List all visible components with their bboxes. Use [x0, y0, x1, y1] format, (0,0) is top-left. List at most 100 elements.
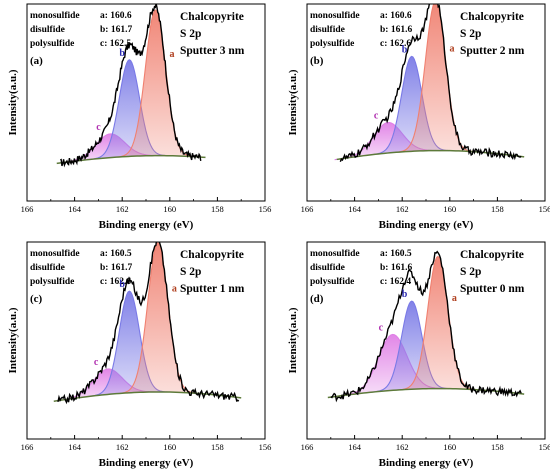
- legend-monosulfide: monosulfide: [310, 11, 360, 21]
- x-tick-label-164: 164: [68, 204, 82, 214]
- peak-line-a: [399, 255, 477, 391]
- x-tick-label-156: 156: [259, 204, 272, 214]
- peak-fill-a: [119, 242, 196, 394]
- info-line-1: Chalcopyrite: [460, 11, 524, 23]
- panel-2: 166 164 162 160 158 156 Binding energy (eV) Int…: [287, 3, 550, 231]
- legend-value-c: c: 162.6: [380, 39, 411, 49]
- x-tick-label-162: 162: [116, 442, 129, 452]
- y-axis-title: Intensity(a.u.): [287, 69, 299, 135]
- peak-fill-b: [373, 56, 450, 155]
- legend-polysulfide: polysulfide: [310, 277, 354, 287]
- peak-label-c: c: [379, 322, 384, 333]
- peak-line-a: [119, 242, 197, 394]
- legend-value-a: a: 160.5: [100, 249, 132, 259]
- x-tick-label-164: 164: [348, 204, 362, 214]
- peak-label-b: b: [402, 289, 408, 300]
- x-tick-label-160: 160: [163, 204, 176, 214]
- legend-value-a: a: 160.5: [380, 249, 412, 259]
- peak-label-b: b: [119, 48, 125, 59]
- x-tick-label-164: 164: [348, 442, 362, 452]
- y-axis-title: Intensity(a.u.): [7, 307, 19, 373]
- peak-label-c: c: [374, 111, 379, 122]
- x-tick-label-162: 162: [396, 204, 409, 214]
- legend-value-c: c: 162.4: [380, 277, 411, 287]
- legend-disulfide: disulfide: [310, 25, 345, 35]
- peak-label-a: a: [450, 43, 455, 54]
- x-tick-label-166: 166: [301, 442, 314, 452]
- peak-label-c: c: [94, 357, 99, 368]
- info-line-2: S 2p: [460, 28, 481, 40]
- legend-value-c: c: 162.5: [100, 39, 131, 49]
- x-tick-label-156: 156: [259, 442, 272, 452]
- x-tick-label-156: 156: [539, 442, 550, 452]
- info-line-3: Sputter 3 nm: [180, 45, 245, 57]
- info-line-1: Chalcopyrite: [180, 249, 244, 261]
- peak-fill-a: [399, 256, 476, 390]
- legend-polysulfide: polysulfide: [30, 277, 74, 287]
- peak-fill-b: [91, 291, 168, 397]
- x-axis-title: Binding energy (eV): [379, 219, 474, 231]
- legend-value-a: a: 160.6: [380, 11, 412, 21]
- info-line-3: Sputter 2 nm: [460, 45, 525, 57]
- x-tick-label-166: 166: [21, 442, 34, 452]
- experimental-spectrum: [330, 250, 522, 403]
- panel-1: 166 164 162 160 158 156 Binding energy (eV) Int…: [7, 3, 272, 231]
- x-axis-title: Binding energy (eV): [99, 219, 194, 231]
- legend-monosulfide: monosulfide: [310, 249, 360, 259]
- x-tick-label-160: 160: [163, 442, 176, 452]
- peak-label-a: a: [172, 284, 177, 295]
- legend-value-b: b: 161.6: [380, 263, 412, 273]
- legend-disulfide: disulfide: [30, 263, 65, 273]
- legend-polysulfide: polysulfide: [30, 39, 74, 49]
- x-tick-label-164: 164: [68, 442, 82, 452]
- peak-label-a: a: [170, 49, 175, 60]
- x-tick-label-160: 160: [443, 204, 456, 214]
- x-tick-label-160: 160: [443, 442, 456, 452]
- panel-3: 166 164 162 160 158 156 Binding energy (eV) Int…: [7, 241, 272, 469]
- legend-disulfide: disulfide: [310, 263, 345, 273]
- x-tick-label-162: 162: [396, 442, 409, 452]
- peak-label-b: b: [402, 44, 408, 55]
- panel-label: (a): [30, 55, 43, 67]
- legend-polysulfide: polysulfide: [310, 39, 354, 49]
- panel-label: (b): [310, 55, 324, 67]
- x-tick-label-166: 166: [301, 204, 314, 214]
- info-line-3: Sputter 0 nm: [460, 283, 525, 295]
- panel-label: (c): [30, 293, 43, 305]
- x-tick-label-158: 158: [491, 204, 504, 214]
- legend-disulfide: disulfide: [30, 25, 65, 35]
- legend-value-a: a: 160.6: [100, 11, 132, 21]
- info-line-1: Chalcopyrite: [460, 249, 524, 261]
- legend-monosulfide: monosulfide: [30, 249, 80, 259]
- panel-4: 166 164 162 160 158 156 Binding energy (eV) Int…: [287, 241, 550, 469]
- y-axis-title: Intensity(a.u.): [7, 69, 19, 135]
- legend-value-b: b: 161.7: [100, 263, 132, 273]
- info-line-3: Sputter 1 nm: [180, 283, 245, 295]
- x-tick-label-158: 158: [491, 442, 504, 452]
- info-line-1: Chalcopyrite: [180, 11, 244, 23]
- x-tick-label-158: 158: [211, 442, 224, 452]
- y-axis-title: Intensity(a.u.): [287, 307, 299, 373]
- peak-fill-b: [91, 59, 168, 160]
- panel-label: (d): [310, 293, 324, 305]
- experimental-spectrum: [339, 4, 522, 163]
- peak-fill-b: [373, 301, 450, 392]
- peak-label-c: c: [96, 122, 101, 133]
- x-tick-label-158: 158: [211, 204, 224, 214]
- x-axis-title: Binding energy (eV): [99, 457, 194, 469]
- peak-label-a: a: [452, 293, 457, 304]
- info-line-2: S 2p: [460, 266, 481, 278]
- experimental-spectrum: [57, 242, 240, 405]
- info-line-2: S 2p: [180, 266, 201, 278]
- peak-fill-a: [117, 9, 194, 158]
- legend-value-c: c: 162.6: [100, 277, 131, 287]
- peak-fill-a: [397, 4, 474, 153]
- x-tick-label-162: 162: [116, 204, 129, 214]
- x-axis-title: Binding energy (eV): [379, 457, 474, 469]
- legend-value-b: b: 161.6: [380, 25, 412, 35]
- legend-monosulfide: monosulfide: [30, 11, 80, 21]
- info-line-2: S 2p: [180, 28, 201, 40]
- x-tick-label-156: 156: [539, 204, 550, 214]
- experimental-spectrum: [60, 4, 202, 168]
